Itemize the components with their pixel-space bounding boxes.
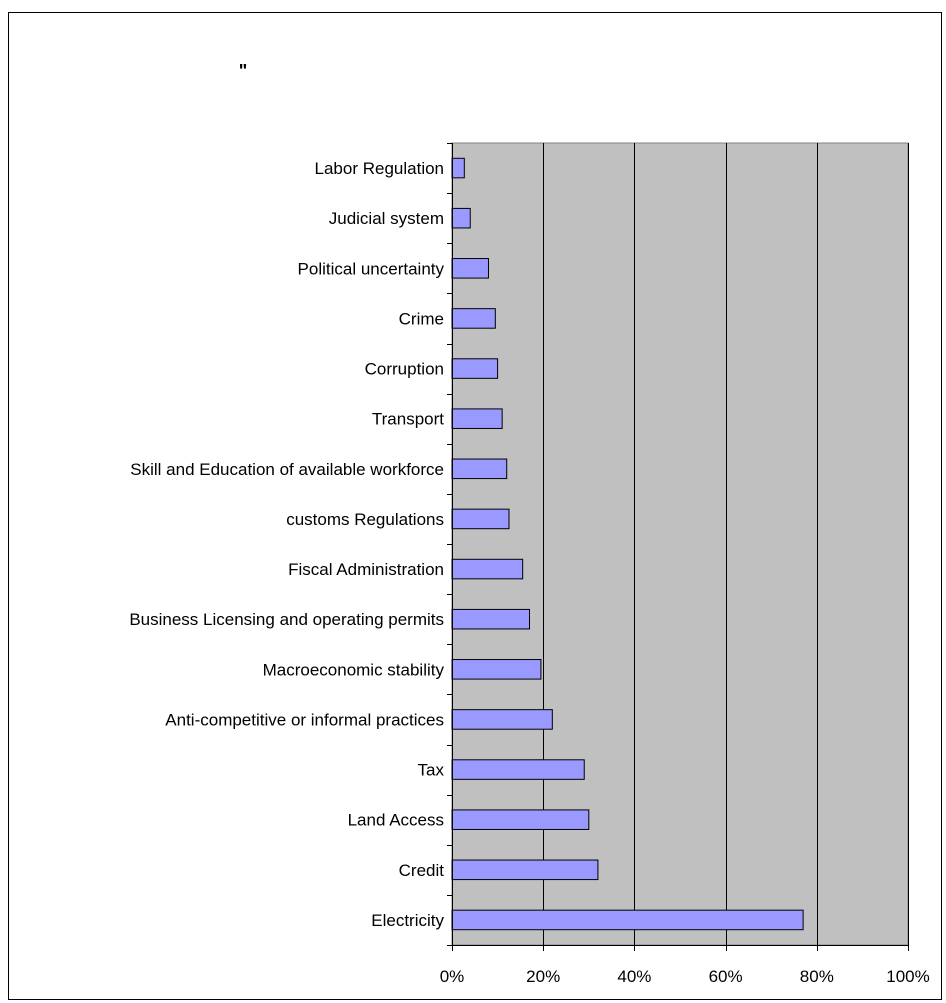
category-label: Electricity <box>371 911 444 930</box>
bar <box>451 358 499 379</box>
x-tick-label: 40% <box>617 967 651 986</box>
bar <box>451 157 465 179</box>
x-tick-label: 100% <box>886 967 929 986</box>
axes <box>447 143 909 951</box>
bar <box>451 308 496 329</box>
chart-frame: " Electricity Credit Land Access Tax Anti-co… <box>8 12 942 1000</box>
category-label: Crime <box>399 309 444 328</box>
category-label: Land Access <box>348 811 444 830</box>
bar <box>451 809 590 830</box>
category-label: Fiscal Administration <box>288 560 444 579</box>
bar <box>451 258 489 279</box>
bar <box>451 207 471 229</box>
category-label: Political uncertainty <box>298 259 445 278</box>
x-tick-label: 20% <box>526 967 560 986</box>
category-label: Labor Regulation <box>315 159 444 178</box>
bar-chart: " Electricity Credit Land Access Tax Anti-co… <box>129 61 930 986</box>
category-label: Transport <box>372 410 444 429</box>
category-label: Macroeconomic stability <box>263 660 445 679</box>
bar <box>451 608 531 630</box>
chart-title: " <box>239 61 248 81</box>
category-label: Anti-competitive or informal practices <box>165 710 444 729</box>
x-tick-label: 80% <box>800 967 834 986</box>
bar <box>451 558 524 580</box>
x-tick-label: 0% <box>440 967 465 986</box>
category-labels: Electricity Credit Land Access Tax Anti-comp… <box>129 159 444 930</box>
category-label: Skill and Education of available workfor… <box>130 460 444 479</box>
x-tick-label: 60% <box>709 967 743 986</box>
category-label: Tax <box>418 761 445 780</box>
category-label: customs Regulations <box>286 510 444 529</box>
bar <box>451 508 510 530</box>
bar <box>451 709 553 730</box>
category-label: Credit <box>399 861 445 880</box>
bar <box>451 408 503 429</box>
bar <box>451 759 585 780</box>
category-label: Corruption <box>365 360 444 379</box>
category-label: Judicial system <box>329 209 444 228</box>
x-tick-labels: 0% 20% 40% 60% 80% 100% <box>440 967 930 986</box>
bar <box>451 909 804 931</box>
bar <box>451 859 599 881</box>
category-label: Business Licensing and operating permits <box>129 610 444 629</box>
bar <box>451 458 508 480</box>
bar <box>451 659 542 680</box>
